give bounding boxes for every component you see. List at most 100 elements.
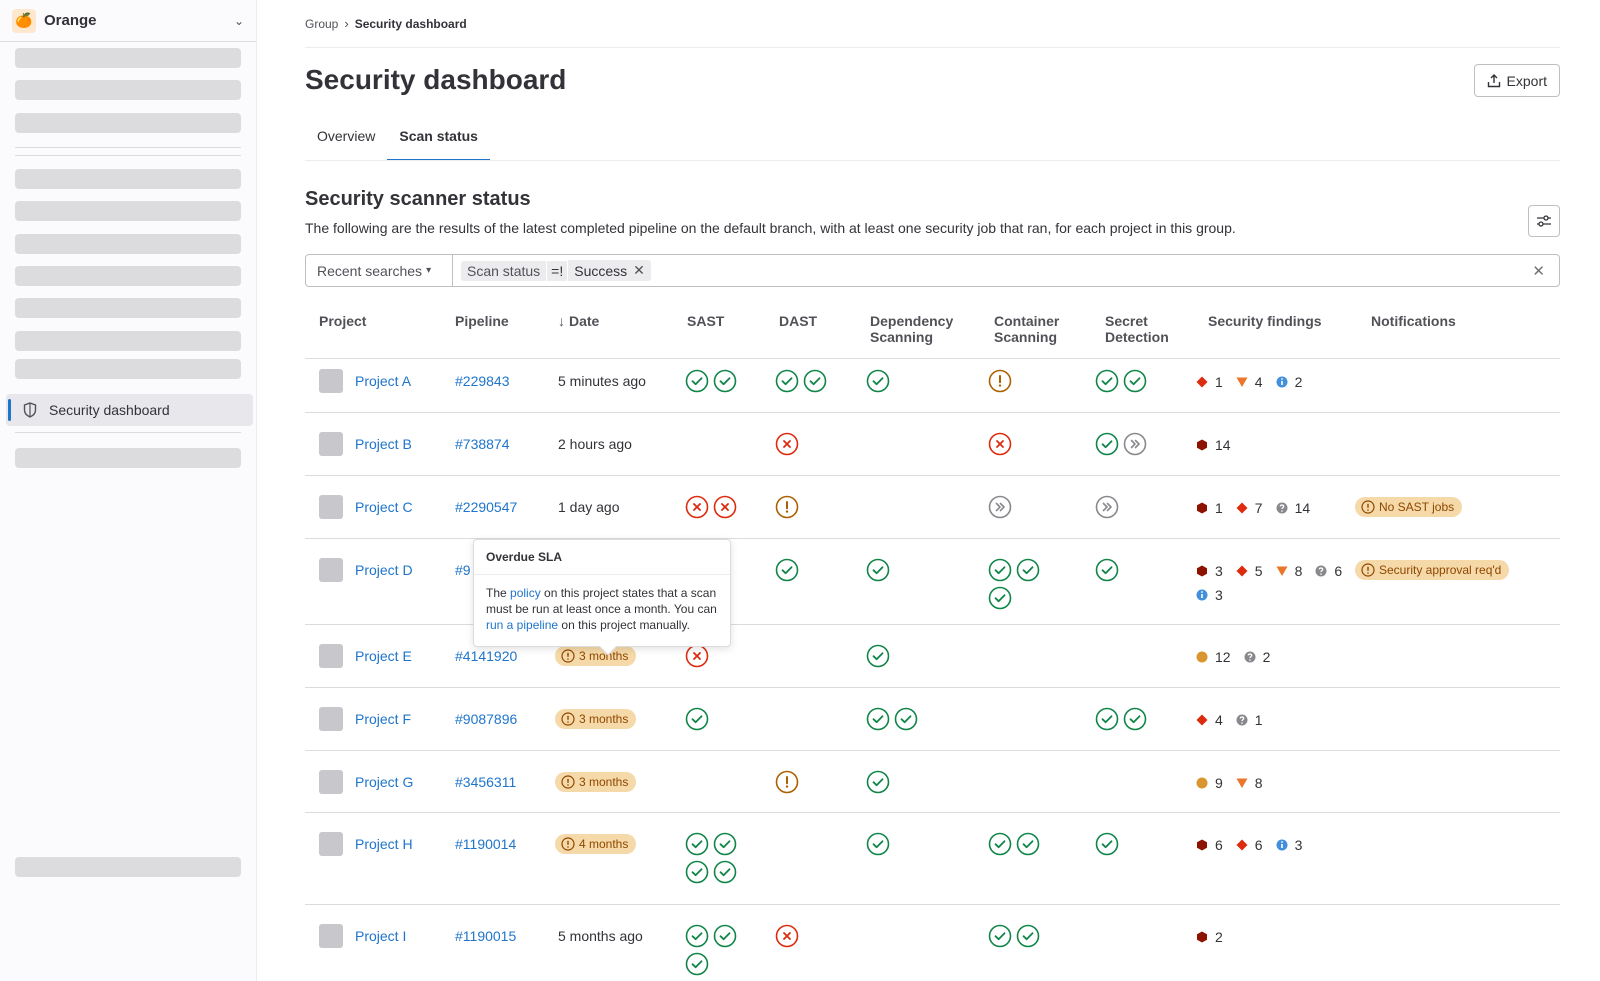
status-success-icon[interactable] [1095,558,1119,582]
project-link[interactable]: Project I [355,928,407,944]
clear-filter-icon[interactable]: ✕ [1532,262,1545,280]
status-success-icon[interactable] [1016,558,1040,582]
finding-high[interactable]: 4 [1195,712,1223,728]
finding-unknown[interactable]: 14 [1275,500,1310,516]
overdue-badge[interactable]: 4 months [555,834,637,854]
status-success-icon[interactable] [988,586,1012,610]
finding-high[interactable]: 1 [1195,374,1223,390]
finding-medium[interactable]: 8 [1275,563,1302,579]
status-success-icon[interactable] [685,707,709,731]
finding-info[interactable]: 3 [1275,837,1302,853]
status-success-icon[interactable] [1095,832,1119,856]
status-success-icon[interactable] [713,860,737,884]
status-failed-icon[interactable] [775,432,799,456]
status-success-icon[interactable] [894,707,918,731]
finding-low[interactable]: 9 [1195,775,1223,791]
overdue-badge[interactable]: 3 months [555,772,637,792]
status-success-icon[interactable] [866,644,890,668]
status-success-icon[interactable] [1016,832,1040,856]
finding-critical[interactable]: 2 [1195,929,1223,945]
status-success-icon[interactable] [1016,924,1040,948]
tab-overview[interactable]: Overview [317,128,376,144]
status-failed-icon[interactable] [988,432,1012,456]
status-success-icon[interactable] [685,952,709,976]
status-warning-icon[interactable] [775,495,799,519]
status-success-icon[interactable] [685,860,709,884]
finding-low[interactable]: 12 [1195,649,1231,665]
notification-badge[interactable]: No SAST jobs [1355,497,1463,517]
status-success-icon[interactable] [713,832,737,856]
overdue-badge[interactable]: 3 months [555,709,637,729]
finding-high[interactable]: 7 [1235,500,1263,516]
pipeline-link[interactable]: #4141920 [455,648,518,664]
status-skipped-icon[interactable] [988,495,1012,519]
project-link[interactable]: Project G [355,774,414,790]
settings-button[interactable] [1528,205,1560,237]
project-link[interactable]: Project F [355,711,412,727]
filter-token[interactable]: Scan status =! Success ✕ [461,260,651,282]
finding-high[interactable]: 5 [1235,563,1263,579]
breadcrumb-current[interactable]: Security dashboard [354,16,467,31]
finding-info[interactable]: 3 [1195,587,1223,603]
sidebar-item-security-dashboard[interactable]: Security dashboard [6,394,253,426]
project-link[interactable]: Project B [355,436,412,452]
finding-critical[interactable]: 1 [1195,500,1223,516]
run-pipeline-link[interactable]: run a pipeline [486,618,559,632]
pipeline-link[interactable]: #1190014 [455,836,517,852]
column-date[interactable]: ↓ Date [558,313,599,329]
org-switcher[interactable]: 🍊 Orange ⌄ [0,0,256,42]
tab-scan-status[interactable]: Scan status [387,118,490,161]
export-button[interactable]: Export [1473,64,1560,97]
status-skipped-icon[interactable] [1123,432,1147,456]
close-icon[interactable]: ✕ [633,262,645,278]
project-link[interactable]: Project H [355,836,413,852]
recent-searches-dropdown[interactable]: Recent searches ▾ [306,255,453,286]
status-failed-icon[interactable] [685,495,709,519]
status-success-icon[interactable] [1123,369,1147,393]
project-link[interactable]: Project D [355,562,413,578]
status-success-icon[interactable] [988,832,1012,856]
pipeline-link[interactable]: #3456311 [455,774,517,790]
status-success-icon[interactable] [988,558,1012,582]
status-success-icon[interactable] [866,832,890,856]
pipeline-link[interactable]: #229843 [455,373,510,389]
status-success-icon[interactable] [685,369,709,393]
status-warning-icon[interactable] [775,770,799,794]
status-success-icon[interactable] [713,924,737,948]
status-success-icon[interactable] [866,707,890,731]
project-link[interactable]: Project E [355,648,412,664]
project-link[interactable]: Project A [355,373,412,389]
status-success-icon[interactable] [988,924,1012,948]
pipeline-link[interactable]: #2290547 [455,499,518,515]
pipeline-link[interactable]: #9087896 [455,711,518,727]
status-failed-icon[interactable] [713,495,737,519]
breadcrumb-group[interactable]: Group [305,16,339,31]
pipeline-link[interactable]: #738874 [455,436,510,452]
pipeline-link[interactable]: #1190015 [455,928,517,944]
finding-info[interactable]: 2 [1275,374,1302,390]
status-failed-icon[interactable] [685,644,709,668]
status-success-icon[interactable] [866,770,890,794]
overdue-badge[interactable]: 3 months [555,646,637,666]
status-skipped-icon[interactable] [1095,495,1119,519]
status-success-icon[interactable] [685,832,709,856]
status-failed-icon[interactable] [775,924,799,948]
finding-unknown[interactable]: 2 [1243,649,1270,665]
status-warning-icon[interactable] [988,369,1012,393]
pipeline-link[interactable]: #9 [455,562,471,578]
status-success-icon[interactable] [775,558,799,582]
policy-link[interactable]: policy [510,586,541,600]
status-success-icon[interactable] [713,369,737,393]
status-success-icon[interactable] [803,369,827,393]
status-success-icon[interactable] [1095,432,1119,456]
status-success-icon[interactable] [866,558,890,582]
project-link[interactable]: Project C [355,499,413,515]
status-success-icon[interactable] [775,369,799,393]
finding-high[interactable]: 6 [1235,837,1263,853]
finding-critical[interactable]: 3 [1195,563,1223,579]
status-success-icon[interactable] [685,924,709,948]
finding-medium[interactable]: 4 [1235,374,1263,390]
finding-critical[interactable]: 6 [1195,837,1223,853]
status-success-icon[interactable] [866,369,890,393]
status-success-icon[interactable] [1095,707,1119,731]
